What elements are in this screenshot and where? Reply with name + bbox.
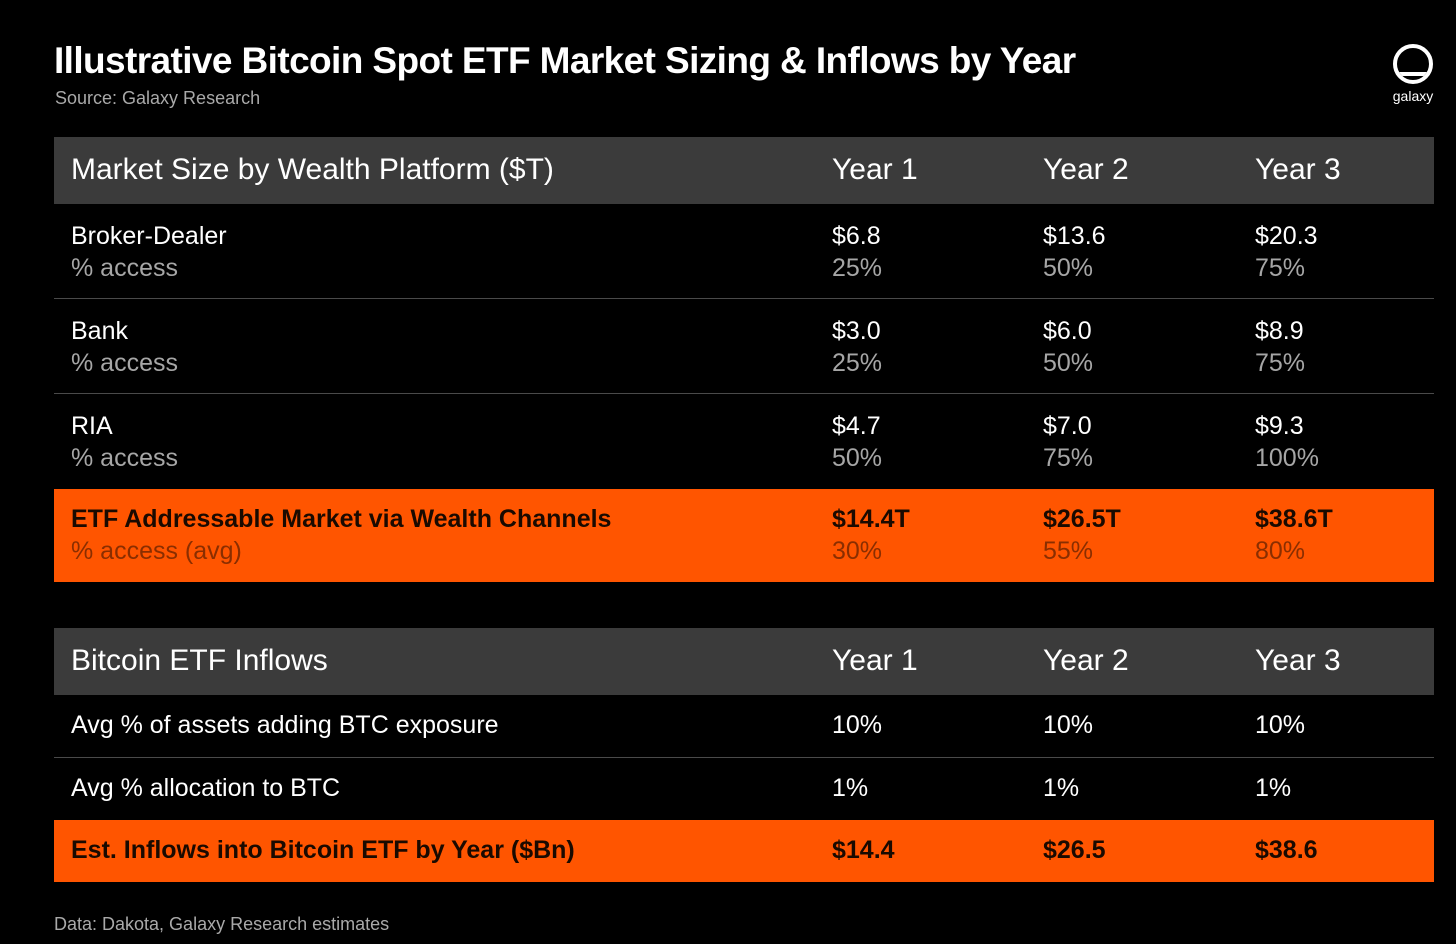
- cell-value: 1%: [832, 774, 869, 802]
- cell-subvalue: 25%: [832, 349, 883, 377]
- table-row: Avg % of assets adding BTC exposure 10% …: [54, 695, 1434, 758]
- total-subvalue: 55%: [1043, 537, 1094, 565]
- cell-value: 10%: [832, 711, 883, 739]
- total-value: $38.6T: [1255, 505, 1333, 533]
- column-header: Year 1: [832, 644, 918, 677]
- column-header: Year 2: [1043, 153, 1129, 186]
- cell-subvalue: 75%: [1043, 444, 1094, 472]
- cell-subvalue: 75%: [1255, 254, 1306, 282]
- total-label: Est. Inflows into Bitcoin ETF by Year ($…: [71, 836, 575, 864]
- column-header: Year 3: [1255, 644, 1341, 677]
- cell-value: 1%: [1255, 774, 1292, 802]
- cell-value: 10%: [1043, 711, 1094, 739]
- total-row: ETF Addressable Market via Wealth Channe…: [54, 489, 1434, 582]
- cell-value: 10%: [1255, 711, 1306, 739]
- cell-value: 1%: [1043, 774, 1080, 802]
- total-value: $26.5: [1043, 836, 1106, 864]
- cell-value: $6.0: [1043, 317, 1092, 345]
- column-header: Year 2: [1043, 644, 1129, 677]
- total-value: $14.4T: [832, 505, 910, 533]
- cell-subvalue: 50%: [1043, 349, 1094, 377]
- table-header-row: Market Size by Wealth Platform ($T) Year…: [54, 137, 1434, 204]
- total-value: $38.6: [1255, 836, 1318, 864]
- table-row: Avg % allocation to BTC 1% 1% 1%: [54, 758, 1434, 820]
- etf-inflows-table: Bitcoin ETF Inflows Year 1 Year 2 Year 3…: [54, 628, 1434, 882]
- column-header: Bitcoin ETF Inflows: [71, 644, 328, 677]
- logo-text: galaxy: [1392, 88, 1434, 104]
- row-label: Avg % allocation to BTC: [71, 774, 341, 802]
- cell-subvalue: 100%: [1255, 444, 1319, 472]
- total-label: ETF Addressable Market via Wealth Channe…: [71, 505, 612, 533]
- column-header: Year 1: [832, 153, 918, 186]
- row-label: Broker-Dealer: [71, 222, 227, 250]
- cell-subvalue: 50%: [832, 444, 883, 472]
- table-row: Bank % access $3.0 25% $6.0 50% $8.9 75%: [54, 299, 1434, 394]
- cell-value: $8.9: [1255, 317, 1304, 345]
- total-sublabel: % access (avg): [71, 537, 242, 565]
- total-value: $26.5T: [1043, 505, 1121, 533]
- galaxy-logo-icon: [1393, 44, 1433, 84]
- total-subvalue: 30%: [832, 537, 883, 565]
- cell-subvalue: 75%: [1255, 349, 1306, 377]
- row-sublabel: % access: [71, 444, 178, 472]
- cell-subvalue: 50%: [1043, 254, 1094, 282]
- table-header-row: Bitcoin ETF Inflows Year 1 Year 2 Year 3: [54, 628, 1434, 695]
- market-size-table: Market Size by Wealth Platform ($T) Year…: [54, 137, 1434, 582]
- cell-subvalue: 25%: [832, 254, 883, 282]
- cell-value: $20.3: [1255, 222, 1318, 250]
- table-row: Broker-Dealer % access $6.8 25% $13.6 50…: [54, 204, 1434, 299]
- row-label: Avg % of assets adding BTC exposure: [71, 711, 499, 739]
- page-title: Illustrative Bitcoin Spot ETF Market Siz…: [54, 40, 1076, 81]
- cell-value: $13.6: [1043, 222, 1106, 250]
- data-source-footnote: Data: Dakota, Galaxy Research estimates: [54, 914, 390, 934]
- table-row: RIA % access $4.7 50% $7.0 75% $9.3 100%: [54, 394, 1434, 489]
- cell-value: $9.3: [1255, 412, 1304, 440]
- cell-value: $4.7: [832, 412, 881, 440]
- column-header: Market Size by Wealth Platform ($T): [71, 153, 554, 186]
- cell-value: $3.0: [832, 317, 881, 345]
- total-value: $14.4: [832, 836, 895, 864]
- cell-value: $7.0: [1043, 412, 1092, 440]
- total-subvalue: 80%: [1255, 537, 1306, 565]
- row-sublabel: % access: [71, 349, 178, 377]
- cell-value: $6.8: [832, 222, 881, 250]
- total-row: Est. Inflows into Bitcoin ETF by Year ($…: [54, 820, 1434, 882]
- galaxy-logo: galaxy: [1386, 44, 1440, 104]
- row-label: Bank: [71, 317, 128, 345]
- source-label: Source: Galaxy Research: [55, 88, 261, 108]
- row-sublabel: % access: [71, 254, 178, 282]
- row-label: RIA: [71, 412, 113, 440]
- column-header: Year 3: [1255, 153, 1341, 186]
